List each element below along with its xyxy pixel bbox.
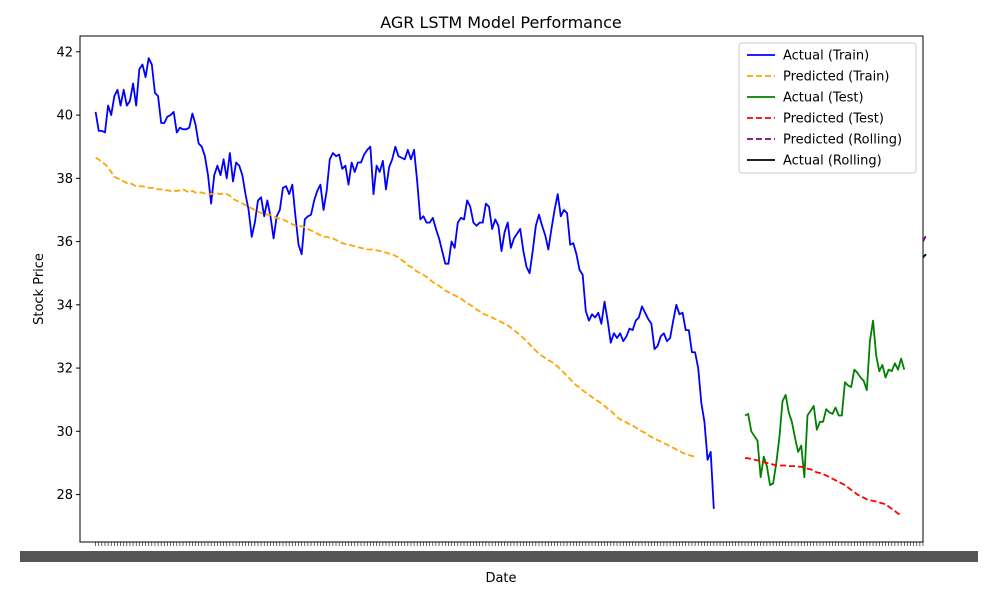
legend-label: Predicted (Train) xyxy=(783,70,890,85)
legend-label: Actual (Test) xyxy=(783,91,864,106)
legend-frame xyxy=(738,42,917,174)
y-tick-label: 42 xyxy=(56,45,73,60)
y-tick-label: 30 xyxy=(56,425,73,440)
legend-label: Actual (Train) xyxy=(783,49,869,64)
y-axis-label: Stock Price xyxy=(32,253,47,325)
y-tick-label: 28 xyxy=(56,488,73,503)
series-line-3 xyxy=(745,457,902,516)
series-line-1 xyxy=(95,156,696,458)
legend-label: Predicted (Test) xyxy=(783,112,884,127)
series-line-5 xyxy=(922,253,927,259)
series-line-4 xyxy=(922,234,927,242)
series-line-2 xyxy=(744,319,906,486)
series-layer xyxy=(94,57,927,516)
x-axis-label: Date xyxy=(485,571,516,586)
x-tick-labels-band xyxy=(20,551,978,562)
x-axis xyxy=(20,542,978,562)
y-tick-label: 38 xyxy=(56,172,73,187)
legend-label: Predicted (Rolling) xyxy=(783,133,902,148)
y-axis: 28 30 32 34 36 38 40 42 xyxy=(56,45,80,503)
legend: Actual (Train) Predicted (Train) Actual (T… xyxy=(738,42,917,174)
y-tick-label: 36 xyxy=(56,235,73,250)
y-tick-label: 32 xyxy=(56,362,73,377)
y-tick-label: 34 xyxy=(56,298,73,313)
y-tick-label: 40 xyxy=(56,109,73,124)
legend-label: Actual (Rolling) xyxy=(783,154,882,169)
chart-title: AGR LSTM Model Performance xyxy=(380,13,622,32)
series-line-0 xyxy=(94,57,715,509)
